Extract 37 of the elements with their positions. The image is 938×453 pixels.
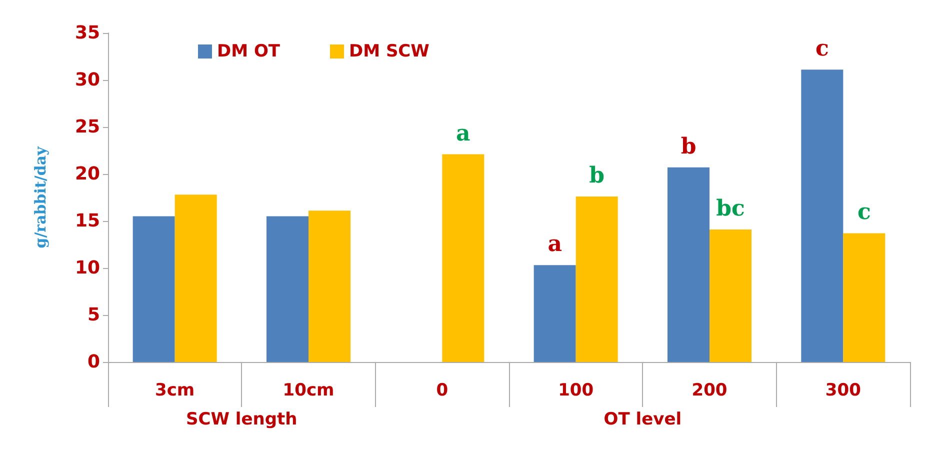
bar bbox=[534, 265, 576, 362]
bar bbox=[174, 194, 217, 362]
y-tick-label: 5 bbox=[87, 304, 100, 326]
text: SCW length bbox=[186, 410, 298, 430]
bar bbox=[801, 70, 844, 362]
x-tick-label: 0 bbox=[436, 380, 448, 400]
y-tick-label: 30 bbox=[74, 70, 100, 90]
y-tick-label: 20 bbox=[74, 164, 100, 184]
text: OT level bbox=[604, 410, 682, 430]
legend-label: DM SCW bbox=[348, 42, 430, 62]
bar bbox=[442, 154, 484, 362]
x-tick-label: 300 bbox=[825, 380, 862, 400]
bar bbox=[668, 167, 710, 362]
bar bbox=[132, 216, 175, 362]
x-tick-label: 200 bbox=[692, 380, 728, 400]
annotation: b bbox=[680, 133, 696, 160]
annotation: b bbox=[589, 162, 605, 189]
bar bbox=[576, 196, 618, 362]
bar bbox=[710, 229, 752, 362]
x-tick-label: 100 bbox=[558, 380, 594, 400]
bar bbox=[266, 216, 308, 362]
y-tick-label: 10 bbox=[74, 258, 100, 278]
annotation: a bbox=[548, 231, 562, 258]
legend-label: DM OT bbox=[217, 42, 280, 62]
annotation: c bbox=[857, 199, 871, 226]
annotation: bc bbox=[716, 195, 745, 222]
bar bbox=[308, 210, 350, 362]
annotation: a bbox=[456, 120, 470, 146]
x-tick-label: 10cm bbox=[282, 380, 334, 400]
bar bbox=[843, 233, 886, 362]
y-axis-title: g/rabbit/day bbox=[32, 145, 50, 248]
annotation: c bbox=[815, 36, 829, 62]
y-tick-label: 35 bbox=[74, 22, 100, 44]
y-tick-label: 0 bbox=[87, 352, 100, 372]
y-tick-label: 15 bbox=[74, 210, 100, 232]
x-tick-label: 3cm bbox=[155, 380, 195, 400]
y-tick-label: 25 bbox=[74, 116, 100, 138]
